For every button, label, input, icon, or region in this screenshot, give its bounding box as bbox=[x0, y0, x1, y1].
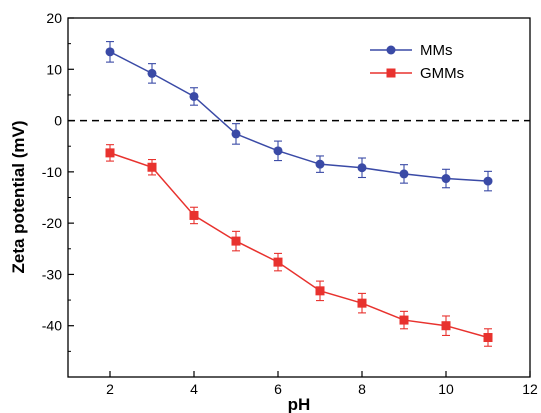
x-tick-label: 8 bbox=[358, 381, 366, 397]
y-axis-title: Zeta potential (mV) bbox=[9, 120, 28, 273]
axis-ticks: 2 4 6 8 10 12 20 10 0 -10 -20 -30 -40 bbox=[42, 10, 538, 397]
data-point-mms bbox=[105, 47, 115, 57]
x-tick-label: 12 bbox=[522, 381, 538, 397]
y-tick-label: 10 bbox=[46, 61, 62, 77]
data-point-mms bbox=[483, 176, 493, 186]
data-point-mms bbox=[399, 169, 409, 179]
series-gmms bbox=[105, 144, 493, 347]
data-point-mms bbox=[357, 163, 367, 173]
series-line-mms bbox=[109, 51, 489, 182]
data-point-mms bbox=[147, 68, 157, 78]
y-tick-label: 20 bbox=[46, 10, 62, 26]
data-point-mms bbox=[315, 159, 325, 169]
x-axis-title: pH bbox=[288, 395, 311, 413]
data-point-gmms bbox=[231, 236, 241, 246]
y-tick-label: -40 bbox=[42, 318, 62, 334]
series-line-gmms bbox=[109, 152, 489, 339]
data-point-mms bbox=[189, 91, 199, 101]
legend: MMs GMMs bbox=[370, 42, 464, 82]
y-tick-label: -30 bbox=[42, 266, 62, 282]
data-point-gmms bbox=[105, 148, 115, 158]
y-tick-label: 0 bbox=[54, 113, 62, 129]
x-tick-label: 2 bbox=[106, 381, 114, 397]
legend-label-gmms: GMMs bbox=[420, 65, 464, 82]
data-series bbox=[105, 41, 493, 347]
y-tick-label: -20 bbox=[42, 215, 62, 231]
data-point-gmms bbox=[315, 286, 325, 296]
series-mms bbox=[105, 41, 493, 192]
data-point-mms bbox=[231, 129, 241, 139]
y-tick-label: -10 bbox=[42, 164, 62, 180]
data-point-gmms bbox=[441, 321, 451, 331]
data-point-gmms bbox=[357, 298, 367, 308]
data-point-mms bbox=[441, 174, 451, 184]
data-point-mms bbox=[273, 146, 283, 156]
data-point-gmms bbox=[483, 333, 493, 343]
data-point-gmms bbox=[189, 210, 199, 220]
data-point-gmms bbox=[147, 162, 157, 172]
legend-marker-mms bbox=[386, 45, 396, 55]
data-point-gmms bbox=[399, 315, 409, 325]
x-tick-label: 10 bbox=[438, 381, 454, 397]
data-point-gmms bbox=[273, 257, 283, 267]
x-tick-label: 4 bbox=[190, 381, 198, 397]
legend-marker-gmms bbox=[386, 68, 396, 78]
legend-label-mms: MMs bbox=[420, 42, 453, 59]
x-tick-label: 6 bbox=[274, 381, 282, 397]
